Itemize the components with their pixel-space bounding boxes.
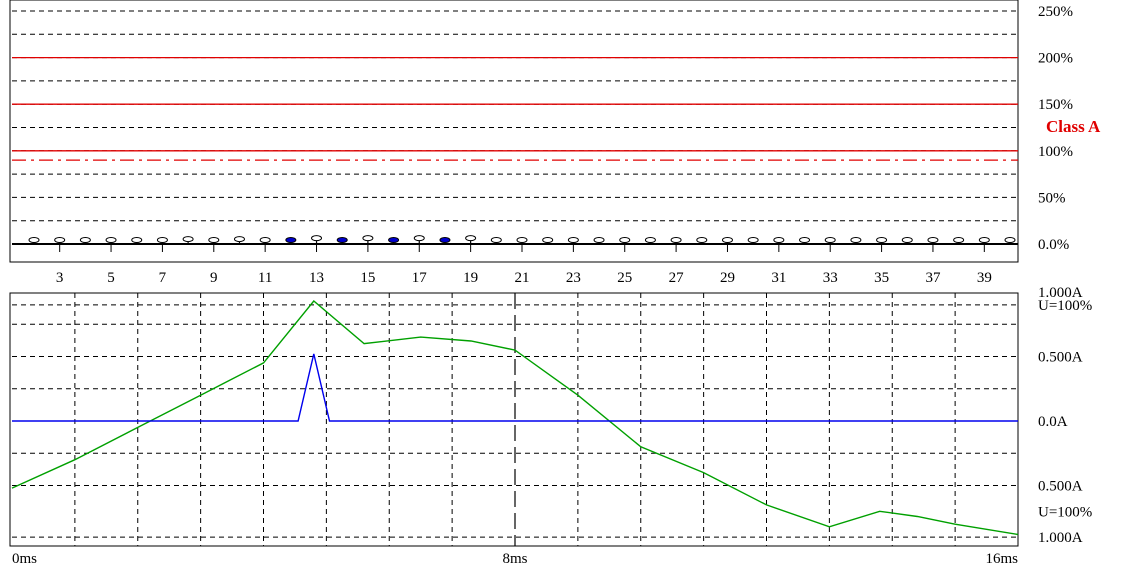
current-waveform [12,353,1018,422]
harmonic-marker [978,237,990,244]
harmonic-marker [259,237,271,244]
percent-tick-label: 0.0% [1038,237,1069,253]
harmonic-marker [105,237,117,244]
harmonic-marker [233,236,245,244]
harmonic-marker [593,237,605,244]
waveform-y-label: U=100% [1038,504,1092,520]
harmonic-x-axis: 3 5 7 9 11 13 15 17 19 21 23 25 27 29 31 33 35 37 39 [56,244,992,286]
harmonic-marker [773,237,785,244]
harmonic-marker [208,237,220,244]
waveform-y-label: U=100% [1038,298,1092,314]
harmonic-marker [799,237,811,244]
harmonic-marker [927,237,939,244]
harmonic-tick-label: 33 [823,270,838,286]
harmonic-tick-label: 21 [515,270,530,286]
harmonic-tick-label: 15 [360,270,375,286]
harmonic-marker [721,237,733,244]
harmonic-tick-label: 13 [309,270,324,286]
harmonic-marker [644,237,656,244]
time-tick-label: 16ms [985,551,1018,567]
harmonic-tick-label: 37 [925,270,941,286]
harmonic-tick-label: 31 [771,270,786,286]
waveform-panel: 1.000AU=100%0.500A0.0A0.500AU=100%1.000A… [9,285,1092,567]
limit-lines [12,56,1018,161]
harmonic-marker [285,237,297,244]
percent-tick-label: 200% [1038,51,1073,67]
harmonic-marker [876,237,888,244]
harmonic-marker [670,237,682,244]
percent-tick-label: 100% [1038,144,1073,160]
harmonic-marker [1004,237,1016,244]
voltage-waveform [11,300,1019,536]
harmonic-marker [850,237,862,244]
harmonics-panel: 3 5 7 9 11 13 15 17 19 21 23 25 27 29 31 33 35 37 39 250%2… [9,0,1101,286]
waveform-y-label: 0.500A [1038,350,1083,366]
harmonics-panel-frame [9,0,1019,263]
harmonic-marker [336,237,348,244]
waveform-series [11,300,1019,536]
harmonic-marker [131,237,143,244]
percent-tick-label: 250% [1038,4,1073,20]
waveform-y-label: 1.000A [1038,530,1083,546]
harmonic-marker [311,235,323,244]
harmonic-marker [953,237,965,244]
harmonic-marker [362,235,374,244]
harmonic-tick-label: 35 [874,270,889,286]
harmonic-marker [388,237,400,244]
harmonic-tick-label: 9 [210,270,218,286]
time-tick-label: 0ms [12,551,37,567]
waveform-y-label: 1.000A [1038,285,1083,301]
harmonic-marker [413,235,425,244]
harmonic-marker [747,237,759,244]
harmonics-gridlines [12,10,1018,222]
waveform-gridlines [12,293,1018,546]
harmonic-marker [182,236,194,244]
harmonic-tick-label: 7 [159,270,167,286]
harmonic-tick-label: 3 [56,270,64,286]
harmonic-marker [28,237,40,244]
harmonic-y-axis: 250% 200% 150% 100% 50% 0.0% [1038,4,1073,253]
harmonic-tick-label: 11 [258,270,272,286]
harmonic-marker [439,237,451,244]
harmonic-tick-label: 27 [669,270,685,286]
harmonic-marker [516,237,528,244]
harmonic-marker [567,237,579,244]
waveform-y-label: 0.0A [1038,414,1068,430]
percent-tick-label: 150% [1038,97,1073,113]
harmonic-tick-label: 5 [107,270,115,286]
harmonic-tick-label: 19 [463,270,478,286]
harmonic-marker [465,235,477,244]
harmonic-marker [901,237,913,244]
time-tick-label: 8ms [502,551,527,567]
harmonic-marker [490,237,502,244]
harmonic-tick-label: 29 [720,270,735,286]
waveform-x-axis: 0ms 8ms 16ms [12,551,1018,567]
harmonic-tick-label: 17 [412,270,428,286]
harmonic-marker [619,237,631,244]
harmonic-markers [28,235,1016,244]
harmonic-tick-label: 23 [566,270,581,286]
harmonic-marker [156,237,168,244]
harmonic-marker [54,237,66,244]
waveform-y-label: 0.500A [1038,479,1083,495]
harmonic-tick-label: 39 [977,270,992,286]
harmonic-marker [824,237,836,244]
harmonic-tick-label: 25 [617,270,632,286]
harmonic-marker [542,237,554,244]
percent-tick-label: 50% [1038,190,1066,206]
harmonic-marker [696,237,708,244]
harmonic-marker [79,237,91,244]
waveform-panel-frame [9,292,1019,547]
class-a-label: Class A [1046,117,1101,136]
